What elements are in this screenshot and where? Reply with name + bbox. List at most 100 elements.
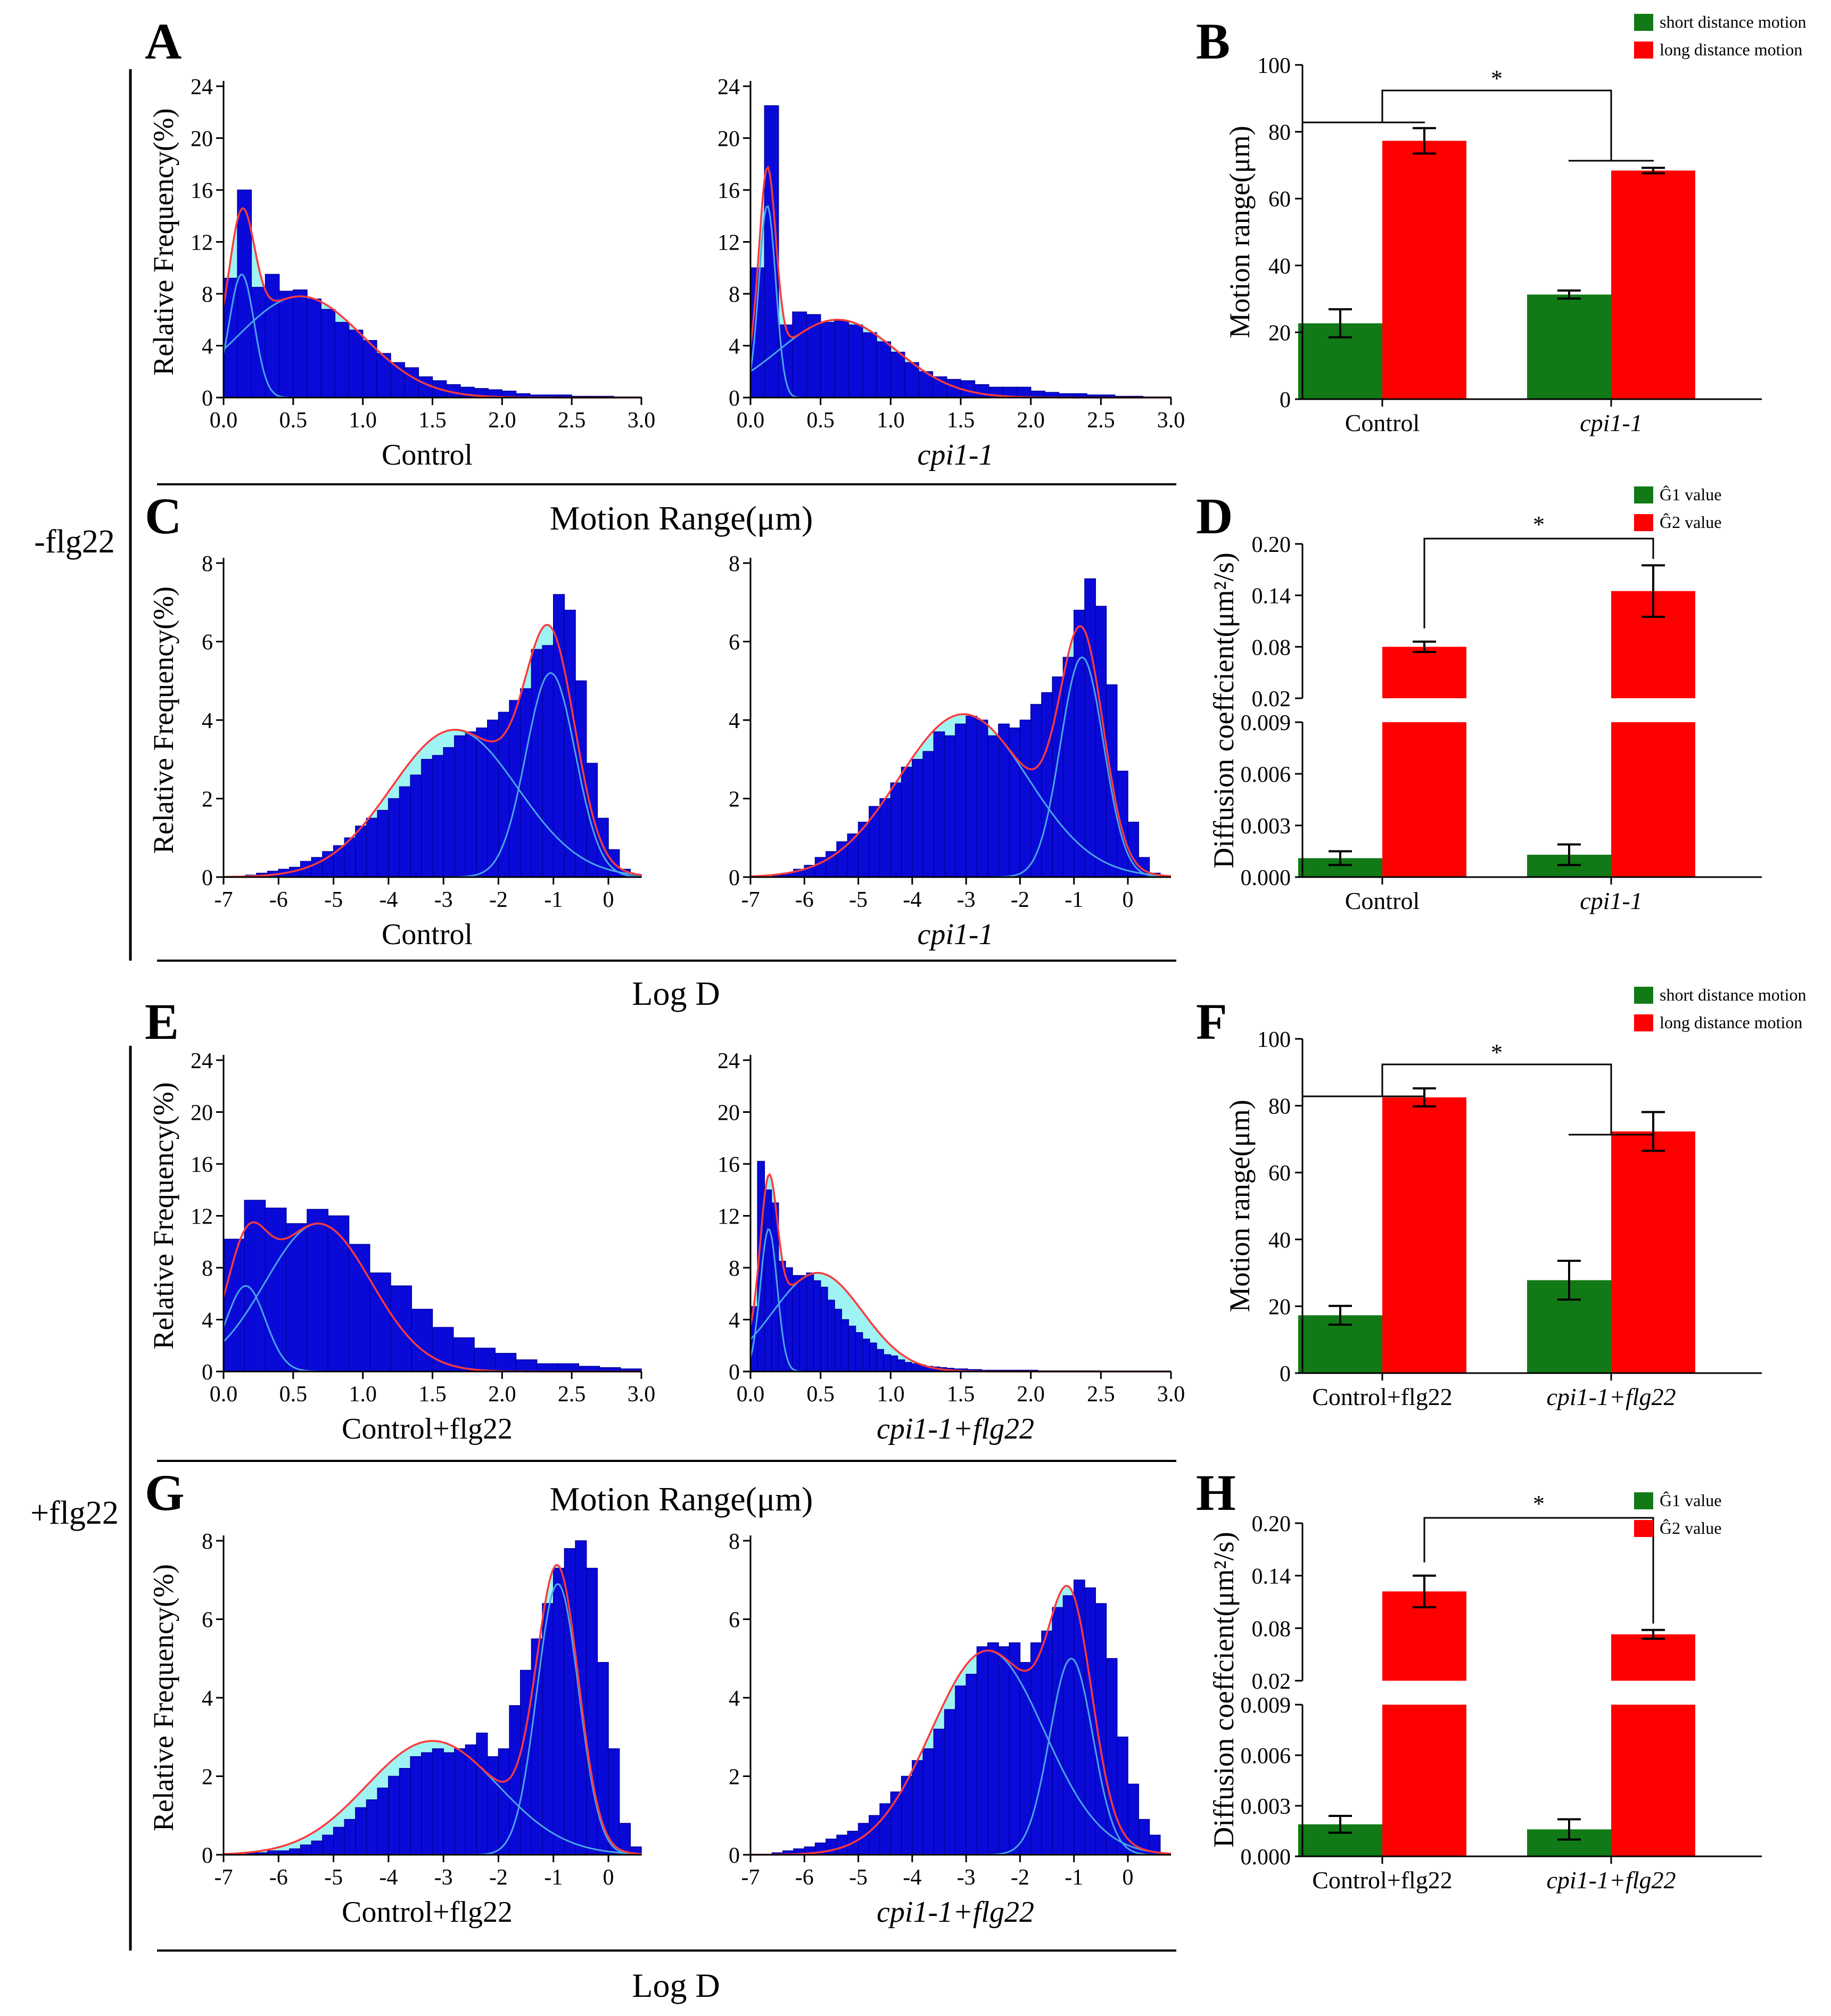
x-tick-label: 1.5 (418, 1382, 447, 1407)
chart-subtitle: Control (382, 439, 473, 472)
x-tick-label: 2.0 (488, 1382, 516, 1407)
x-tick-label: 1.5 (947, 1382, 975, 1407)
hist-bar (474, 1348, 496, 1372)
hist-bar (487, 720, 499, 878)
bar-g2-lower (1611, 1705, 1695, 1856)
hist-bar (911, 1363, 919, 1372)
legend-label: long distance motion (1660, 1013, 1802, 1032)
hist-bar (1041, 1630, 1053, 1855)
gauss-sum (750, 625, 1172, 878)
hist-bar (1062, 657, 1075, 878)
y-axis-label: Diffusion coeffcient(μm²/s) (1208, 1532, 1240, 1848)
hist-bar (876, 341, 892, 398)
legend-swatch (1634, 486, 1653, 503)
hist-bar (890, 351, 905, 398)
y-tick-label: 0.006 (1241, 1744, 1291, 1769)
histogram-A1: 0 4 8 12 16 20 24 0.0 0.5 1.0 1.5 2.0 2.5 3.0 Control R… (147, 75, 655, 472)
legend-label: short distance motion (1660, 985, 1807, 1004)
hist-bar (1062, 1595, 1075, 1855)
y-tick-label: 0 (202, 1844, 213, 1868)
x-tick-label: -6 (795, 888, 814, 912)
y-tick-label: 16 (717, 1153, 740, 1177)
hist-bar (904, 362, 919, 398)
y-axis-label: Diffusion coeffcient(μm²/s) (1208, 552, 1240, 869)
legend-label: long distance motion (1660, 40, 1802, 59)
bar-long (1611, 170, 1695, 399)
histogram-G2: 0 2 4 6 8 -7 -6 -5 -4 -3 -2 -1 0 cpi1-1+flg22 (729, 1530, 1172, 1929)
panel-letters: A B C D E F G H (145, 13, 1236, 1521)
y-tick-label: 2 (202, 788, 213, 812)
hist-bar (293, 289, 308, 398)
histogram-C2: 0 2 4 6 8 -7 -6 -5 -4 -3 -2 -1 0 cpi1-1 (729, 552, 1172, 951)
section-xlabel-c: Log D (632, 974, 720, 1012)
hist-bar (537, 1363, 558, 1372)
hist-bar (311, 1840, 323, 1855)
hist-bar (432, 755, 444, 878)
y-tick-label: 4 (729, 1687, 740, 1711)
hist-bar (764, 1189, 772, 1372)
hist-bar (432, 1748, 444, 1855)
x-tick-label: -2 (1011, 888, 1029, 912)
bar-g2-lower (1611, 722, 1695, 877)
hist-bar (307, 1209, 328, 1372)
y-tick-label: 8 (202, 283, 213, 307)
hist-bar (944, 1709, 956, 1855)
x-tick-label: 2.5 (558, 1382, 586, 1407)
hist-bar (826, 1838, 837, 1855)
broken-chart-H: Control+flg22 cpi1-1+flg22 0.000 0.003 0.006… (1208, 1491, 1762, 1894)
hist-bar (955, 1685, 967, 1855)
x-tick-label: 0.0 (737, 1382, 765, 1407)
panel-letter-h: H (1196, 1464, 1236, 1521)
hist-bar (465, 731, 477, 878)
x-tick-label: 3.0 (628, 408, 656, 433)
hist-bar (912, 759, 923, 878)
hist-bar (454, 735, 466, 878)
x-tick-label: 2.5 (1087, 408, 1115, 433)
x-tick-label: 0 (603, 1865, 614, 1890)
y-tick-label: 16 (191, 1153, 213, 1177)
hist-bar (897, 1359, 905, 1372)
hist-bar (792, 311, 807, 398)
x-tick-label: -5 (849, 1865, 868, 1890)
y-tick-label: 80 (1268, 121, 1291, 145)
y-tick-label: 6 (729, 1608, 740, 1633)
x-tick-label: -3 (434, 888, 453, 912)
x-tick-label: 0.0 (210, 1382, 238, 1407)
y-tick-label: 0.009 (1241, 1693, 1291, 1718)
y-axis-label: Relative Frequency(%) (147, 1564, 179, 1831)
x-tick-label: 0.5 (806, 408, 835, 433)
x-tick-label: 0.0 (210, 408, 238, 433)
hist-bar (251, 287, 266, 398)
histogram-A2: 0 4 8 12 16 20 24 0.0 0.5 1.0 1.5 2.0 2.5 3.0 cpi1-1 (717, 75, 1185, 472)
significance-bracket (1423, 538, 1654, 629)
y-tick-label: 0 (729, 866, 740, 890)
hist-bar (410, 1756, 422, 1855)
x-tick-label: 0 (603, 888, 614, 912)
x-tick-label: -1 (1065, 888, 1083, 912)
hist-bar (834, 320, 849, 398)
significance-star: * (1491, 65, 1503, 92)
hist-bar (813, 1280, 821, 1372)
x-tick-label: 0.5 (279, 1382, 308, 1407)
y-tick-label: 6 (729, 631, 740, 655)
y-axis-label: Motion range(μm) (1224, 1100, 1256, 1312)
hist-bar (399, 1768, 411, 1855)
x-tick-label: 3.0 (1157, 1382, 1185, 1407)
y-tick-label: 0 (729, 1844, 740, 1868)
hist-bar (348, 1244, 370, 1372)
hist-bar (883, 1354, 892, 1372)
panel-letter-d: D (1196, 488, 1233, 544)
x-tick-label: 3.0 (1157, 408, 1185, 433)
bar-g2-lower (1382, 722, 1466, 877)
chart-subtitle: cpi1-1+flg22 (877, 1896, 1034, 1929)
x-tick-label: 2.0 (488, 408, 516, 433)
hist-bar (966, 715, 978, 878)
x-tick-label: -1 (544, 888, 563, 912)
hist-bar (366, 817, 378, 878)
x-tick-label: -2 (1011, 1865, 1029, 1890)
section-xlabel-g: Log D (632, 1967, 720, 2004)
y-tick-label: 0 (729, 1360, 740, 1385)
y-tick-label: 0.000 (1241, 1845, 1291, 1870)
chart-subtitle: cpi1-1 (917, 439, 993, 472)
